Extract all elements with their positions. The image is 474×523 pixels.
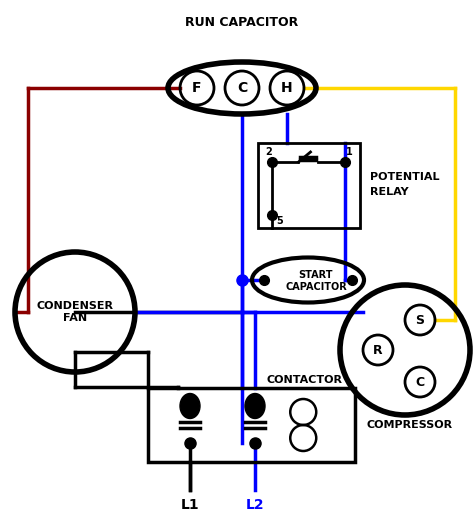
- Text: COMPRESSOR: COMPRESSOR: [367, 420, 453, 430]
- Text: 1: 1: [346, 147, 352, 157]
- Text: CAPACITOR: CAPACITOR: [285, 282, 347, 292]
- Bar: [258, 143, 360, 228]
- Text: F: F: [192, 81, 202, 95]
- Ellipse shape: [245, 393, 265, 418]
- Text: CONTACTOR: CONTACTOR: [267, 375, 343, 385]
- Text: 5: 5: [277, 216, 283, 226]
- Text: C: C: [237, 81, 247, 95]
- Text: CONDENSER
FAN: CONDENSER FAN: [36, 301, 113, 323]
- Text: R: R: [373, 344, 383, 357]
- Text: L1: L1: [181, 498, 199, 512]
- Ellipse shape: [180, 393, 200, 418]
- Text: C: C: [415, 376, 425, 389]
- Text: 2: 2: [265, 147, 273, 157]
- Text: S: S: [416, 313, 425, 326]
- Text: POTENTIAL: POTENTIAL: [370, 172, 439, 182]
- Text: H: H: [281, 81, 293, 95]
- Text: RELAY: RELAY: [370, 187, 409, 197]
- Text: L2: L2: [246, 498, 264, 512]
- Text: START: START: [299, 270, 333, 280]
- Bar: [148, 388, 355, 462]
- Text: RUN CAPACITOR: RUN CAPACITOR: [185, 16, 299, 28]
